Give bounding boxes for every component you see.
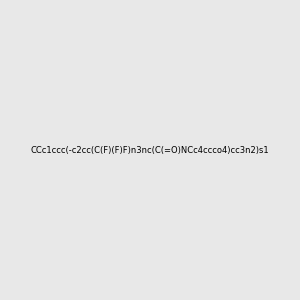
Text: CCc1ccc(-c2cc(C(F)(F)F)n3nc(C(=O)NCc4ccco4)cc3n2)s1: CCc1ccc(-c2cc(C(F)(F)F)n3nc(C(=O)NCc4ccc… xyxy=(31,146,269,154)
